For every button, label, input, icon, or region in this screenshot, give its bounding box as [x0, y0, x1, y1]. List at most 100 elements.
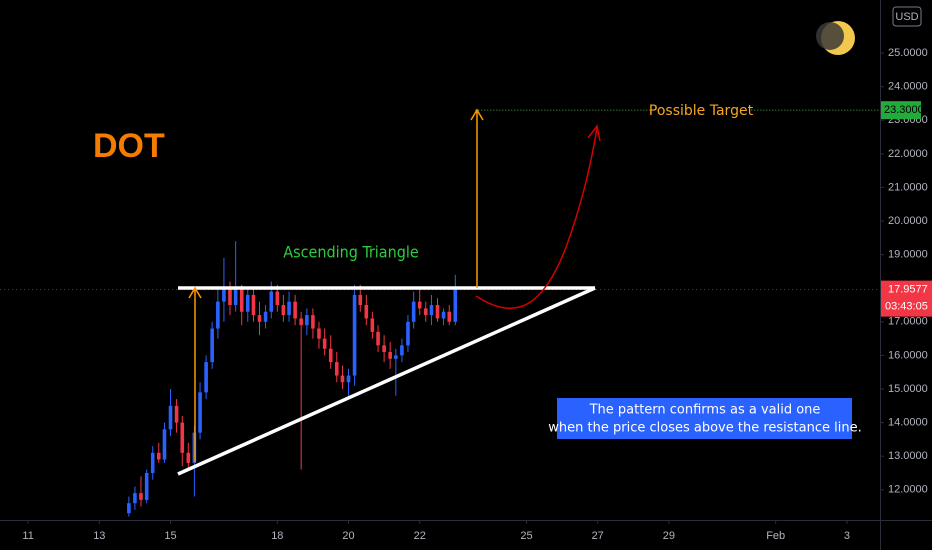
x-tick-label: 22	[414, 530, 426, 542]
note-line: when the price closes above the resistan…	[548, 421, 861, 436]
y-tick-label: 19.0000	[888, 249, 928, 261]
currency-label: USD	[895, 11, 918, 23]
candle-body	[346, 375, 351, 383]
y-tick-label: 25.0000	[888, 47, 928, 59]
projection-curve	[475, 124, 601, 309]
height-arrow	[188, 286, 202, 462]
candle-body	[429, 305, 434, 316]
candle-body	[281, 305, 286, 316]
y-tick-label: 15.0000	[888, 383, 928, 395]
candle-body	[156, 452, 161, 460]
candle-body	[139, 493, 143, 500]
candle-body	[293, 301, 297, 319]
candle-body	[376, 331, 380, 346]
y-tick-label: 24.0000	[888, 81, 928, 93]
candle-body	[133, 493, 137, 504]
y-tick-label: 20.0000	[888, 215, 928, 227]
candle-body	[150, 452, 155, 473]
x-tick-label: 29	[663, 530, 675, 542]
candle-body	[370, 318, 375, 332]
x-tick-label: Feb	[766, 530, 785, 542]
note-box	[557, 398, 852, 439]
candle-body	[364, 305, 369, 319]
candle-body	[210, 328, 214, 363]
axes: 12.0000 13.0000 14.0000 15.0000 16.0000 17.00…	[22, 47, 932, 542]
target-price-label: 23.3000	[884, 104, 924, 116]
note-line: The pattern confirms as a valid one	[589, 403, 821, 418]
last-price-label: 17.9577	[888, 284, 928, 296]
x-tick-label: 13	[93, 530, 105, 542]
candle-body	[394, 355, 398, 359]
candle-body	[411, 301, 416, 322]
candle-body	[257, 315, 262, 322]
candle-body	[216, 301, 220, 329]
candle-body	[269, 291, 274, 312]
candle-body	[447, 311, 452, 322]
x-tick-label: 11	[22, 530, 33, 542]
candle-body	[275, 291, 280, 306]
target-label-bg	[652, 101, 750, 121]
x-tick-label: 27	[592, 530, 604, 542]
candle-body	[305, 315, 309, 326]
candle-body	[127, 503, 131, 514]
candle-body	[228, 288, 232, 306]
x-tick-label: 18	[271, 530, 283, 542]
last-price-box	[881, 280, 932, 317]
y-tick-label: 14.0000	[888, 416, 928, 428]
candle-body	[441, 311, 446, 319]
candle-body	[317, 328, 321, 339]
candle-body	[417, 301, 422, 309]
candle-body	[423, 308, 428, 316]
x-tick-label: 15	[164, 530, 176, 542]
candle-body	[251, 294, 256, 316]
candle-body	[198, 392, 202, 433]
candle-body	[299, 318, 303, 326]
candle-body	[245, 294, 250, 312]
moon-icon	[816, 21, 855, 55]
candle-body	[144, 472, 149, 500]
candle-body	[400, 345, 404, 356]
currency-badge	[892, 6, 922, 27]
candle-body	[233, 288, 238, 306]
pattern-label: Ascending Triangle	[283, 243, 419, 262]
y-tick-label: 21.0000	[888, 181, 928, 193]
candle-body	[239, 288, 244, 312]
candle-body	[322, 338, 327, 349]
y-tick-label: 12.0000	[888, 484, 928, 496]
candle-body	[388, 352, 392, 359]
y-tick-label: 22.0000	[888, 148, 928, 160]
candle-body	[435, 305, 440, 319]
y-tick-label: 16.0000	[888, 349, 928, 361]
candle-body	[340, 375, 345, 383]
candle-body	[204, 362, 208, 393]
candle-body	[162, 429, 167, 460]
y-tick-label: 13.0000	[888, 450, 928, 462]
candle-body	[222, 288, 226, 302]
candle-body	[263, 311, 268, 322]
x-tick-label: 3	[844, 530, 850, 542]
candle-body	[174, 405, 179, 423]
projection-arrow	[470, 108, 484, 288]
countdown-label: 03:43:05	[885, 301, 928, 313]
candle-body	[334, 362, 339, 376]
symbol-title: DOT	[93, 127, 165, 165]
candle-body	[328, 348, 333, 363]
candle-body	[352, 294, 357, 376]
x-tick-label: 25	[520, 530, 532, 542]
candle-body	[453, 289, 458, 322]
candle-body	[406, 321, 410, 346]
candle-body	[382, 345, 386, 353]
target-label: Possible Target	[649, 103, 754, 119]
target-price-box	[881, 101, 921, 120]
x-tick-label: 20	[342, 530, 354, 542]
support-line	[177, 286, 596, 476]
candle-body	[180, 422, 185, 453]
candle-body	[168, 405, 173, 430]
candle-body	[311, 315, 315, 329]
candle-body	[186, 452, 191, 463]
y-tick-label: 17.0000	[888, 316, 928, 328]
candle-body	[287, 301, 291, 316]
